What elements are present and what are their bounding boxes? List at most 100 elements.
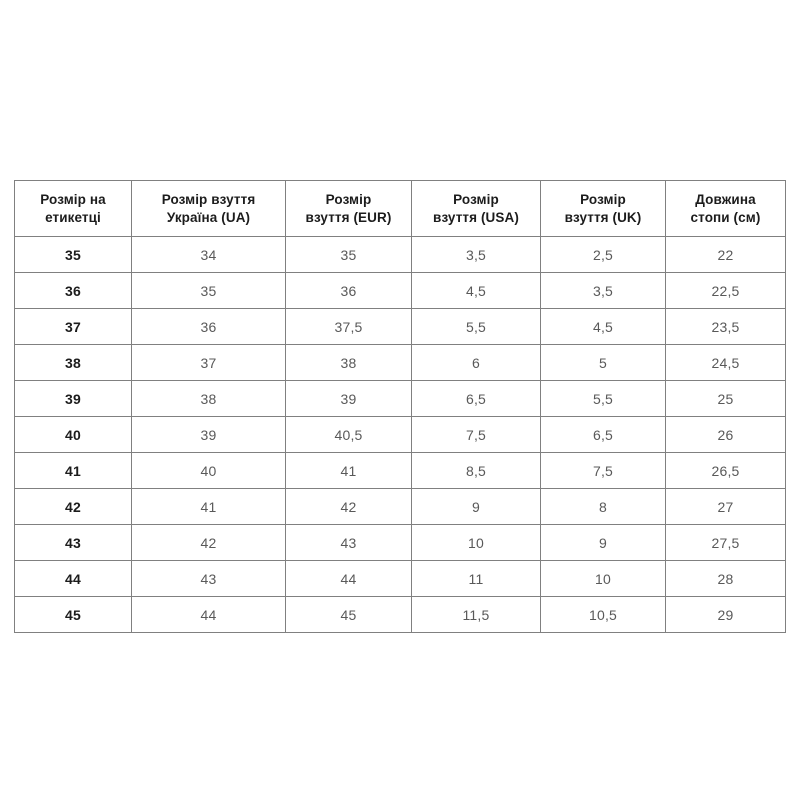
column-header-usa-size: Розмір взуття (USA) <box>411 180 541 237</box>
header-line-2: взуття (UK) <box>564 209 642 225</box>
cell-eur-size: 44 <box>285 560 412 597</box>
table-row: 38 37 38 6 5 24,5 <box>14 344 786 381</box>
cell-foot-length: 26 <box>665 416 786 453</box>
header-line-1: Розмір <box>453 191 499 207</box>
cell-eur-size: 41 <box>285 452 412 489</box>
cell-usa-size: 11,5 <box>411 596 541 633</box>
cell-label-size: 35 <box>14 236 132 273</box>
cell-foot-length: 28 <box>665 560 786 597</box>
table-row: 35 34 35 3,5 2,5 22 <box>14 236 786 273</box>
cell-usa-size: 8,5 <box>411 452 541 489</box>
cell-foot-length: 29 <box>665 596 786 633</box>
cell-foot-length: 22,5 <box>665 272 786 309</box>
cell-foot-length: 22 <box>665 236 786 273</box>
size-conversion-table: Розмір на етикетці Розмір взуття Україна… <box>14 180 786 633</box>
cell-usa-size: 4,5 <box>411 272 541 309</box>
cell-ua-size: 41 <box>131 488 286 525</box>
cell-uk-size: 5 <box>540 344 666 381</box>
header-line-1: Розмір на <box>40 191 106 207</box>
cell-uk-size: 10,5 <box>540 596 666 633</box>
cell-foot-length: 24,5 <box>665 344 786 381</box>
cell-label-size: 40 <box>14 416 132 453</box>
table-row: 42 41 42 9 8 27 <box>14 488 786 525</box>
cell-label-size: 42 <box>14 488 132 525</box>
cell-uk-size: 6,5 <box>540 416 666 453</box>
header-line-2: стопи (см) <box>690 209 761 225</box>
cell-ua-size: 36 <box>131 308 286 345</box>
shoe-size-chart: Розмір на етикетці Розмір взуття Україна… <box>14 180 786 633</box>
header-line-1: Розмір взуття <box>161 191 256 207</box>
cell-usa-size: 6 <box>411 344 541 381</box>
cell-foot-length: 27 <box>665 488 786 525</box>
header-line-1: Розмір <box>325 191 372 207</box>
cell-uk-size: 10 <box>540 560 666 597</box>
table-row: 43 42 43 10 9 27,5 <box>14 524 786 561</box>
table-row: 45 44 45 11,5 10,5 29 <box>14 596 786 633</box>
cell-label-size: 44 <box>14 560 132 597</box>
cell-eur-size: 39 <box>285 380 412 417</box>
cell-foot-length: 25 <box>665 380 786 417</box>
cell-uk-size: 2,5 <box>540 236 666 273</box>
cell-eur-size: 45 <box>285 596 412 633</box>
table-header: Розмір на етикетці Розмір взуття Україна… <box>14 180 786 237</box>
cell-uk-size: 8 <box>540 488 666 525</box>
cell-usa-size: 5,5 <box>411 308 541 345</box>
table-body: 35 34 35 3,5 2,5 22 36 35 36 4,5 3,5 22,… <box>14 236 786 633</box>
header-line-2: етикетці <box>45 209 101 225</box>
header-line-2: Україна (UA) <box>166 209 251 225</box>
cell-ua-size: 40 <box>131 452 286 489</box>
table-row: 37 36 37,5 5,5 4,5 23,5 <box>14 308 786 345</box>
cell-foot-length: 26,5 <box>665 452 786 489</box>
cell-uk-size: 5,5 <box>540 380 666 417</box>
cell-ua-size: 37 <box>131 344 286 381</box>
header-row: Розмір на етикетці Розмір взуття Україна… <box>14 180 786 237</box>
cell-ua-size: 38 <box>131 380 286 417</box>
table-row: 39 38 39 6,5 5,5 25 <box>14 380 786 417</box>
table-row: 44 43 44 11 10 28 <box>14 560 786 597</box>
cell-eur-size: 40,5 <box>285 416 412 453</box>
cell-ua-size: 35 <box>131 272 286 309</box>
cell-uk-size: 4,5 <box>540 308 666 345</box>
column-header-eur-size: Розмір взуття (EUR) <box>285 180 412 237</box>
table-row: 41 40 41 8,5 7,5 26,5 <box>14 452 786 489</box>
header-line-1: Розмір <box>580 191 626 207</box>
table-row: 36 35 36 4,5 3,5 22,5 <box>14 272 786 309</box>
column-header-foot-length: Довжина стопи (см) <box>665 180 786 237</box>
header-line-2: взуття (EUR) <box>305 209 392 225</box>
cell-label-size: 39 <box>14 380 132 417</box>
cell-usa-size: 3,5 <box>411 236 541 273</box>
cell-label-size: 36 <box>14 272 132 309</box>
cell-eur-size: 43 <box>285 524 412 561</box>
cell-label-size: 38 <box>14 344 132 381</box>
cell-foot-length: 23,5 <box>665 308 786 345</box>
cell-foot-length: 27,5 <box>665 524 786 561</box>
cell-eur-size: 38 <box>285 344 412 381</box>
column-header-label-size: Розмір на етикетці <box>14 180 132 237</box>
cell-ua-size: 44 <box>131 596 286 633</box>
cell-ua-size: 42 <box>131 524 286 561</box>
cell-label-size: 45 <box>14 596 132 633</box>
cell-usa-size: 11 <box>411 560 541 597</box>
cell-usa-size: 10 <box>411 524 541 561</box>
cell-eur-size: 37,5 <box>285 308 412 345</box>
cell-usa-size: 7,5 <box>411 416 541 453</box>
cell-label-size: 41 <box>14 452 132 489</box>
header-line-2: взуття (USA) <box>433 209 519 225</box>
column-header-ua-size: Розмір взуття Україна (UA) <box>131 180 286 237</box>
cell-label-size: 43 <box>14 524 132 561</box>
cell-label-size: 37 <box>14 308 132 345</box>
cell-uk-size: 3,5 <box>540 272 666 309</box>
cell-usa-size: 9 <box>411 488 541 525</box>
table-row: 40 39 40,5 7,5 6,5 26 <box>14 416 786 453</box>
cell-ua-size: 39 <box>131 416 286 453</box>
header-line-1: Довжина <box>695 191 756 207</box>
cell-ua-size: 34 <box>131 236 286 273</box>
cell-uk-size: 9 <box>540 524 666 561</box>
cell-eur-size: 42 <box>285 488 412 525</box>
cell-usa-size: 6,5 <box>411 380 541 417</box>
cell-eur-size: 35 <box>285 236 412 273</box>
column-header-uk-size: Розмір взуття (UK) <box>540 180 666 237</box>
cell-uk-size: 7,5 <box>540 452 666 489</box>
cell-ua-size: 43 <box>131 560 286 597</box>
